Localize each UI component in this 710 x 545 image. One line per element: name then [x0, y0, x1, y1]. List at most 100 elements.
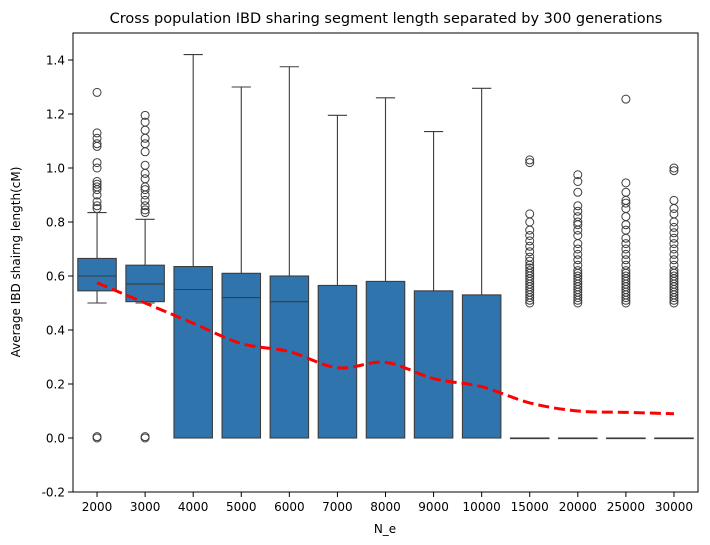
- outlier-point: [92, 182, 102, 192]
- box-body: [173, 265, 213, 439]
- outlier-point: [669, 244, 679, 254]
- x-tick-label: 9000: [418, 500, 449, 514]
- box-group-10000: [461, 87, 502, 439]
- y-tick-label: 1.4: [46, 54, 65, 68]
- outlier-point: [669, 233, 679, 243]
- x-tick-label: 6000: [274, 500, 305, 514]
- box-group-9000: [413, 131, 454, 439]
- box-group-5000: [221, 86, 262, 439]
- outlier-point: [140, 174, 150, 184]
- outlier-point: [573, 244, 583, 254]
- x-tick-label: 10000: [463, 500, 501, 514]
- y-tick-label: 0.0: [46, 432, 65, 446]
- y-tick-label: -0.2: [42, 486, 65, 500]
- outlier-point: [669, 271, 679, 281]
- outlier-point: [621, 255, 631, 265]
- outlier-point: [525, 155, 535, 165]
- plot-area: -0.2 0.0 0.2 0.4 0.6 0.8 1.0 1.2 1.4 2000 3000 4000…: [42, 54, 694, 514]
- box-group-6000: [269, 66, 310, 439]
- outlier-point: [669, 260, 679, 270]
- outlier-point: [525, 256, 535, 266]
- outlier-point: [140, 117, 150, 127]
- box-body: [221, 272, 262, 439]
- box-group-7000: [317, 114, 358, 439]
- box-body: [269, 275, 310, 439]
- y-axis-label: Average IBD shairng length(cM): [9, 167, 23, 358]
- outlier-point: [669, 266, 679, 276]
- x-tick-label: 7000: [322, 500, 353, 514]
- outlier-point: [573, 249, 583, 259]
- axes-frame: [72, 32, 699, 493]
- outlier-point: [140, 195, 150, 205]
- outlier-point: [621, 244, 631, 254]
- outlier-point: [92, 432, 102, 442]
- outlier-point: [573, 255, 583, 265]
- outlier-point: [669, 163, 679, 173]
- outlier-point: [525, 241, 535, 251]
- outlier-point: [525, 209, 535, 219]
- outlier-point: [92, 128, 102, 138]
- box-body: [125, 264, 165, 303]
- box-body: [413, 290, 454, 439]
- outlier-point: [140, 201, 150, 211]
- outlier-point: [573, 177, 583, 186]
- box-body: [317, 284, 358, 439]
- outlier-point: [140, 110, 150, 120]
- y-tick-label: 0.4: [46, 324, 65, 338]
- outlier-point: [573, 217, 583, 227]
- outlier-point: [621, 198, 631, 208]
- outlier-point: [525, 158, 535, 168]
- outlier-point: [669, 249, 679, 259]
- box-body: [461, 294, 502, 439]
- outlier-point: [621, 94, 631, 104]
- outlier-point: [92, 201, 102, 211]
- y-tick-label: 0.2: [46, 378, 65, 392]
- outlier-point: [140, 432, 150, 442]
- outlier-point: [525, 236, 535, 246]
- y-tick-label: 0.8: [46, 216, 65, 230]
- outlier-point: [621, 271, 631, 281]
- outlier-point: [525, 263, 535, 273]
- outlier-point: [525, 266, 535, 276]
- outlier-point: [621, 187, 631, 197]
- box-group-3000: [125, 110, 165, 443]
- outlier-point: [92, 179, 102, 189]
- outlier-point: [573, 201, 583, 211]
- outlier-point: [621, 225, 631, 235]
- outlier-point: [92, 204, 102, 213]
- outlier-point: [669, 195, 679, 205]
- box-group-20000: [558, 170, 598, 440]
- x-tick-label: 4000: [178, 500, 209, 514]
- x-tick-label: 3000: [130, 500, 161, 514]
- box-group-4000: [173, 54, 213, 439]
- x-tick-label: 2000: [82, 500, 113, 514]
- outlier-point: [573, 206, 583, 216]
- x-tick-label: 5000: [226, 500, 257, 514]
- outlier-point: [621, 266, 631, 276]
- outlier-point: [525, 252, 535, 262]
- x-tick-label: 30000: [655, 500, 693, 514]
- outlier-point: [573, 260, 583, 270]
- outlier-point: [669, 228, 679, 238]
- box-group-2000: [77, 87, 117, 443]
- outlier-point: [621, 239, 631, 249]
- outlier-point: [92, 163, 102, 173]
- outlier-point: [140, 160, 150, 170]
- outlier-point: [140, 205, 150, 215]
- outlier-point: [621, 260, 631, 270]
- outlier-point: [140, 185, 150, 195]
- box-group-8000: [365, 97, 406, 439]
- outlier-point: [140, 208, 150, 218]
- x-tick-label: 20000: [559, 500, 597, 514]
- outlier-point: [92, 133, 102, 143]
- outlier-point: [573, 212, 583, 222]
- outlier-point: [92, 197, 102, 207]
- y-tick-label: 0.6: [46, 270, 65, 284]
- outlier-point: [140, 139, 150, 149]
- outlier-point: [573, 271, 583, 281]
- y-tick-label: 1.2: [46, 108, 65, 122]
- box-group-15000: [509, 155, 550, 440]
- outlier-point: [669, 255, 679, 265]
